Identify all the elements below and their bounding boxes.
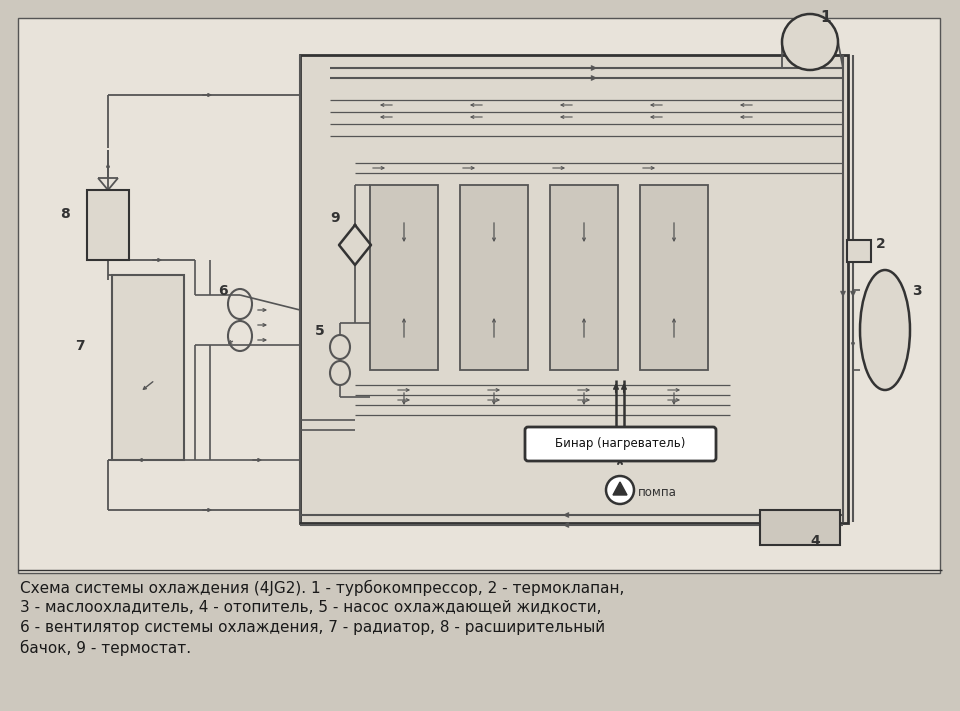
Text: Бинар (нагреватель): Бинар (нагреватель) <box>555 437 685 451</box>
Bar <box>112 275 184 460</box>
Text: 4: 4 <box>810 534 820 548</box>
Circle shape <box>606 476 634 504</box>
Text: Схема системы охлаждения (4JG2). 1 - турбокомпрессор, 2 - термоклапан,: Схема системы охлаждения (4JG2). 1 - тур… <box>20 580 624 596</box>
Text: 2: 2 <box>876 237 886 251</box>
Bar <box>460 185 528 370</box>
Bar <box>370 185 438 370</box>
Bar <box>847 240 871 262</box>
Text: 7: 7 <box>75 339 84 353</box>
Text: 6 - вентилятор системы охлаждения, 7 - радиатор, 8 - расширительный: 6 - вентилятор системы охлаждения, 7 - р… <box>20 620 605 635</box>
Circle shape <box>782 14 838 70</box>
Text: 8: 8 <box>60 207 70 221</box>
Text: 3 - маслоохладитель, 4 - отопитель, 5 - насос охлаждающей жидкости,: 3 - маслоохладитель, 4 - отопитель, 5 - … <box>20 600 602 615</box>
Ellipse shape <box>860 270 910 390</box>
Text: бачок, 9 - термостат.: бачок, 9 - термостат. <box>20 640 191 656</box>
Polygon shape <box>613 482 627 495</box>
Text: 6: 6 <box>218 284 228 298</box>
Text: 9: 9 <box>330 211 340 225</box>
FancyBboxPatch shape <box>525 427 716 461</box>
Text: 1: 1 <box>820 10 830 25</box>
Bar <box>550 185 618 370</box>
Text: 3: 3 <box>912 284 922 298</box>
Bar <box>760 510 840 545</box>
Bar <box>640 185 708 370</box>
Text: помпа: помпа <box>638 486 677 500</box>
Text: 5: 5 <box>315 324 324 338</box>
Bar <box>87 190 129 260</box>
Bar <box>18 18 940 573</box>
Bar <box>300 55 848 523</box>
